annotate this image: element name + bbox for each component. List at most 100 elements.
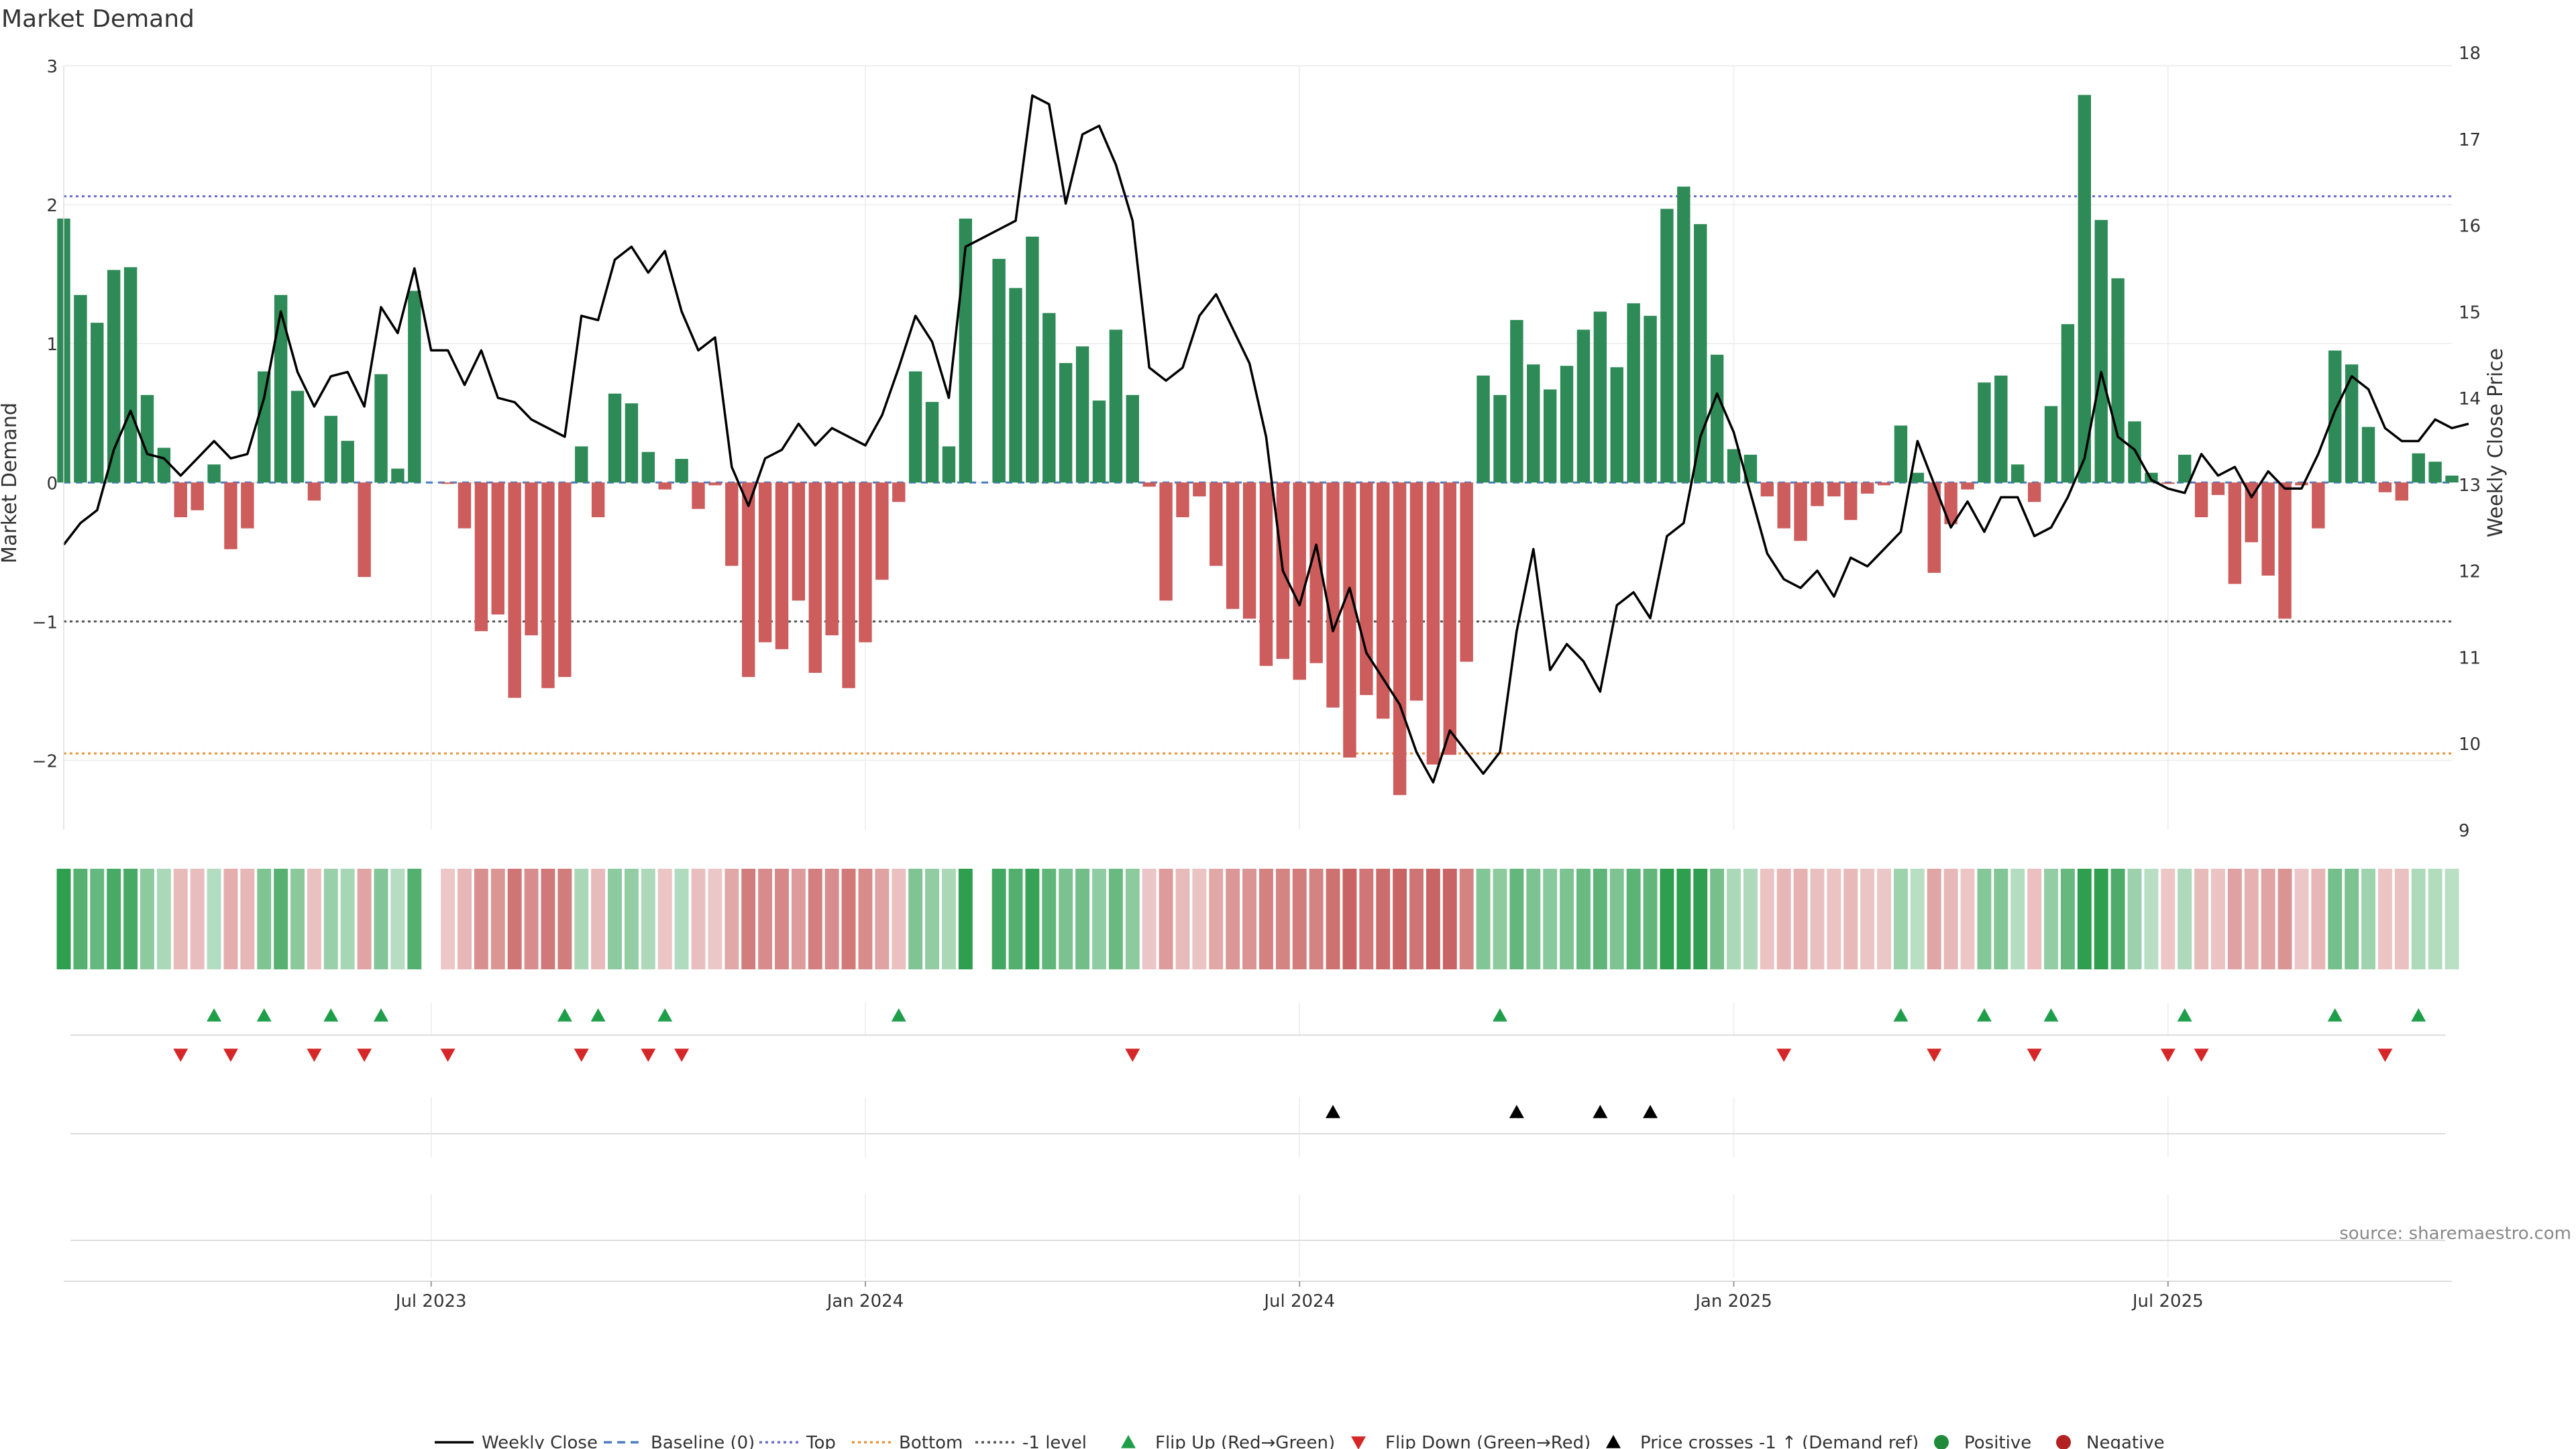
- heat-cell: [841, 869, 856, 969]
- demand-bar: [1710, 354, 1724, 483]
- demand-bar: [1377, 482, 1390, 719]
- heat-cell: [307, 869, 321, 969]
- demand-bar: [441, 482, 455, 484]
- demand-bar: [1877, 482, 1891, 486]
- flip-up-marker: [2411, 1008, 2426, 1022]
- heat-cell: [1292, 869, 1307, 969]
- heat-cell: [908, 869, 923, 969]
- demand-bar: [992, 258, 1006, 483]
- demand-bar: [1193, 482, 1206, 496]
- heat-cell: [1426, 869, 1440, 969]
- heat-cell: [2161, 869, 2176, 969]
- demand-bar: [241, 482, 254, 529]
- demand-bar: [140, 394, 154, 483]
- y2-tick-label: 11: [2459, 648, 2481, 668]
- heat-cell: [1743, 869, 1758, 969]
- heat-cell: [1560, 869, 1574, 969]
- demand-bar: [1393, 482, 1407, 796]
- heat-cell: [1894, 869, 1908, 969]
- y2-tick-label: 16: [2459, 217, 2481, 237]
- flip-down-marker: [440, 1049, 455, 1062]
- demand-bar: [1860, 482, 1874, 494]
- heat-cell: [1025, 869, 1040, 969]
- demand-bar: [2245, 482, 2258, 543]
- source-note: source: sharemaestro.com: [2339, 1224, 2571, 1244]
- heat-cell: [1676, 869, 1691, 969]
- heat-cell: [2345, 869, 2359, 969]
- flip-up-marker: [1893, 1008, 1909, 1022]
- heat-cell: [674, 869, 689, 969]
- heat-cell: [1943, 869, 1958, 969]
- weekly-close-line: [62, 94, 2469, 784]
- demand-bar: [91, 323, 104, 483]
- demand-bar: [692, 482, 705, 509]
- legend-label: Positive: [1964, 1433, 2031, 1449]
- heat-cell: [641, 869, 655, 969]
- demand-bar: [1092, 400, 1106, 483]
- heat-cell: [708, 869, 722, 969]
- heat-cell: [2261, 869, 2275, 969]
- demand-bar: [2194, 482, 2208, 518]
- demand-bar: [1961, 482, 1974, 490]
- heat-cell: [2244, 869, 2259, 969]
- heat-cell: [608, 869, 622, 969]
- heat-cell: [724, 869, 739, 969]
- demand-bar: [1026, 236, 1039, 483]
- heat-cell: [2211, 869, 2225, 969]
- demand-bar: [1159, 482, 1173, 601]
- demand-bar: [1694, 224, 1707, 483]
- demand-bar: [107, 270, 121, 483]
- flip-up-marker: [2043, 1008, 2059, 1022]
- heat-cell: [107, 869, 121, 969]
- heat-cell: [524, 869, 539, 969]
- heat-cell: [1342, 869, 1357, 969]
- heat-cell: [1609, 869, 1624, 969]
- heat-cell: [1927, 869, 1941, 969]
- flip-down-marker: [574, 1049, 589, 1062]
- heat-cell: [657, 869, 672, 969]
- heat-cell: [390, 869, 405, 969]
- demand-bar: [1560, 366, 1574, 483]
- y2-tick-label: 10: [2459, 735, 2481, 755]
- heat-cell: [1359, 869, 1374, 969]
- demand-bar: [641, 451, 655, 483]
- heat-cell: [2060, 869, 2075, 969]
- demand-bar: [959, 218, 973, 483]
- price-cross-marker: [1643, 1105, 1658, 1118]
- demand-bar: [658, 482, 672, 490]
- heat-cell: [56, 869, 71, 969]
- heat-cell: [1994, 869, 2008, 969]
- heat-cell: [875, 869, 890, 969]
- heat-cell: [1643, 869, 1658, 969]
- heat-cell: [1175, 869, 1190, 969]
- demand-bar: [1794, 482, 1807, 541]
- demand-bar: [558, 482, 572, 678]
- heat-cell: [824, 869, 839, 969]
- demand-bar: [290, 390, 305, 483]
- demand-bar: [725, 482, 739, 566]
- heat-cell: [2311, 869, 2326, 969]
- legend-label: Negative: [2086, 1433, 2165, 1449]
- heat-cell: [1075, 869, 1090, 969]
- demand-bar: [1443, 482, 1457, 755]
- demand-bar: [2328, 350, 2342, 483]
- demand-bar: [1944, 482, 1957, 525]
- demand-bar: [2094, 219, 2108, 483]
- heat-cell: [2110, 869, 2125, 969]
- reference-lines: [64, 195, 2452, 755]
- demand-bar: [1309, 482, 1323, 663]
- demand-bar: [775, 482, 789, 649]
- heat-cell: [1843, 869, 1858, 969]
- demand-bar: [341, 441, 354, 483]
- heat-cell: [1727, 869, 1741, 969]
- heat-cell: [925, 869, 940, 969]
- flip-up-marker: [2327, 1008, 2343, 1022]
- heat-cell: [541, 869, 555, 969]
- demand-bar: [792, 482, 806, 601]
- demand-bar: [1510, 319, 1523, 483]
- heat-cell: [858, 869, 873, 969]
- demand-bar: [825, 482, 839, 636]
- demand-bar: [1994, 375, 2008, 483]
- x-tick-label: Jan 2024: [826, 1291, 904, 1311]
